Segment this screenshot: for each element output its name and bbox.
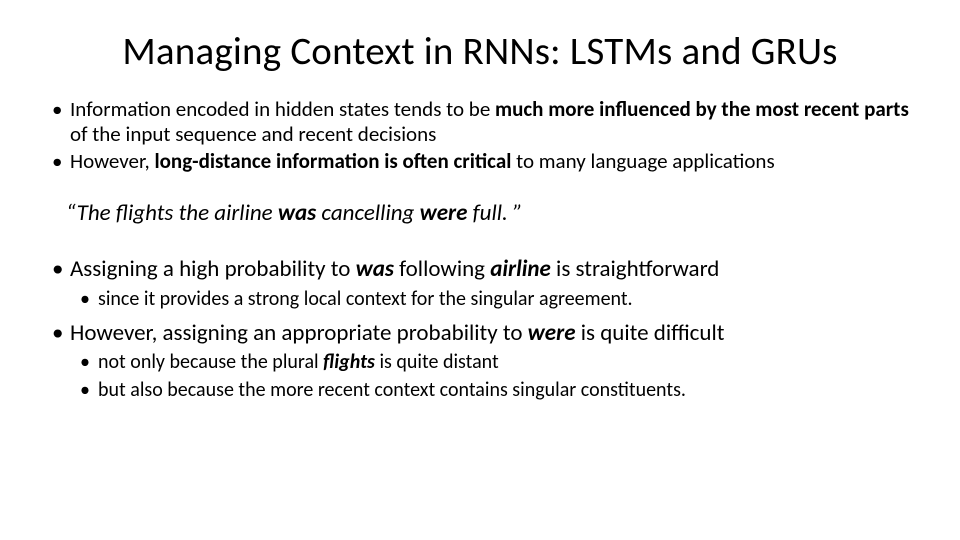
subbullet-singular-constituents: but also because the more recent context… bbox=[80, 378, 930, 403]
text-bold-italic: was bbox=[356, 255, 394, 283]
text: full. ” bbox=[467, 199, 522, 227]
text: However, bbox=[70, 148, 154, 174]
text: is quite difficult bbox=[576, 319, 725, 347]
text-bold: was bbox=[278, 199, 316, 227]
bullet-were-probability: However, assigning an appropriate probab… bbox=[52, 319, 930, 348]
bullet-was-probability: Assigning a high probability to was foll… bbox=[52, 255, 930, 284]
slide-body: Information encoded in hidden states ten… bbox=[30, 97, 930, 403]
text-bold: were bbox=[420, 199, 468, 227]
subbullet-flights-distant: not only because the plural flights is q… bbox=[80, 350, 930, 375]
text: of the input sequence and recent decisio… bbox=[70, 121, 436, 147]
text-bold-italic: flights bbox=[323, 350, 375, 374]
text: is straightforward bbox=[551, 255, 720, 283]
text: is quite distant bbox=[375, 350, 499, 374]
text-bold: much more influenced by the most recent … bbox=[495, 96, 909, 122]
text: Information encoded in hidden states ten… bbox=[70, 96, 495, 122]
bullet-long-distance: However, long-distance information is of… bbox=[52, 149, 930, 174]
text-bold-italic: were bbox=[528, 319, 576, 347]
text: not only because the plural bbox=[98, 350, 323, 374]
text: to many language applications bbox=[516, 148, 775, 174]
text: following bbox=[394, 255, 490, 283]
text: “The flights the airline bbox=[66, 199, 278, 227]
bullet-hidden-states: Information encoded in hidden states ten… bbox=[52, 97, 930, 147]
text: Assigning a high probability to bbox=[70, 255, 356, 283]
text: However, assigning an appropriate probab… bbox=[70, 319, 528, 347]
slide-title: Managing Context in RNNs: LSTMs and GRUs bbox=[30, 28, 930, 75]
subbullet-local-context: since it provides a strong local context… bbox=[80, 287, 930, 312]
example-sentence: “The flights the airline was cancelling … bbox=[66, 199, 930, 227]
text-bold-italic: airline bbox=[490, 255, 551, 283]
text-bold: long-distance information is often criti… bbox=[154, 148, 516, 174]
text: cancelling bbox=[316, 199, 419, 227]
